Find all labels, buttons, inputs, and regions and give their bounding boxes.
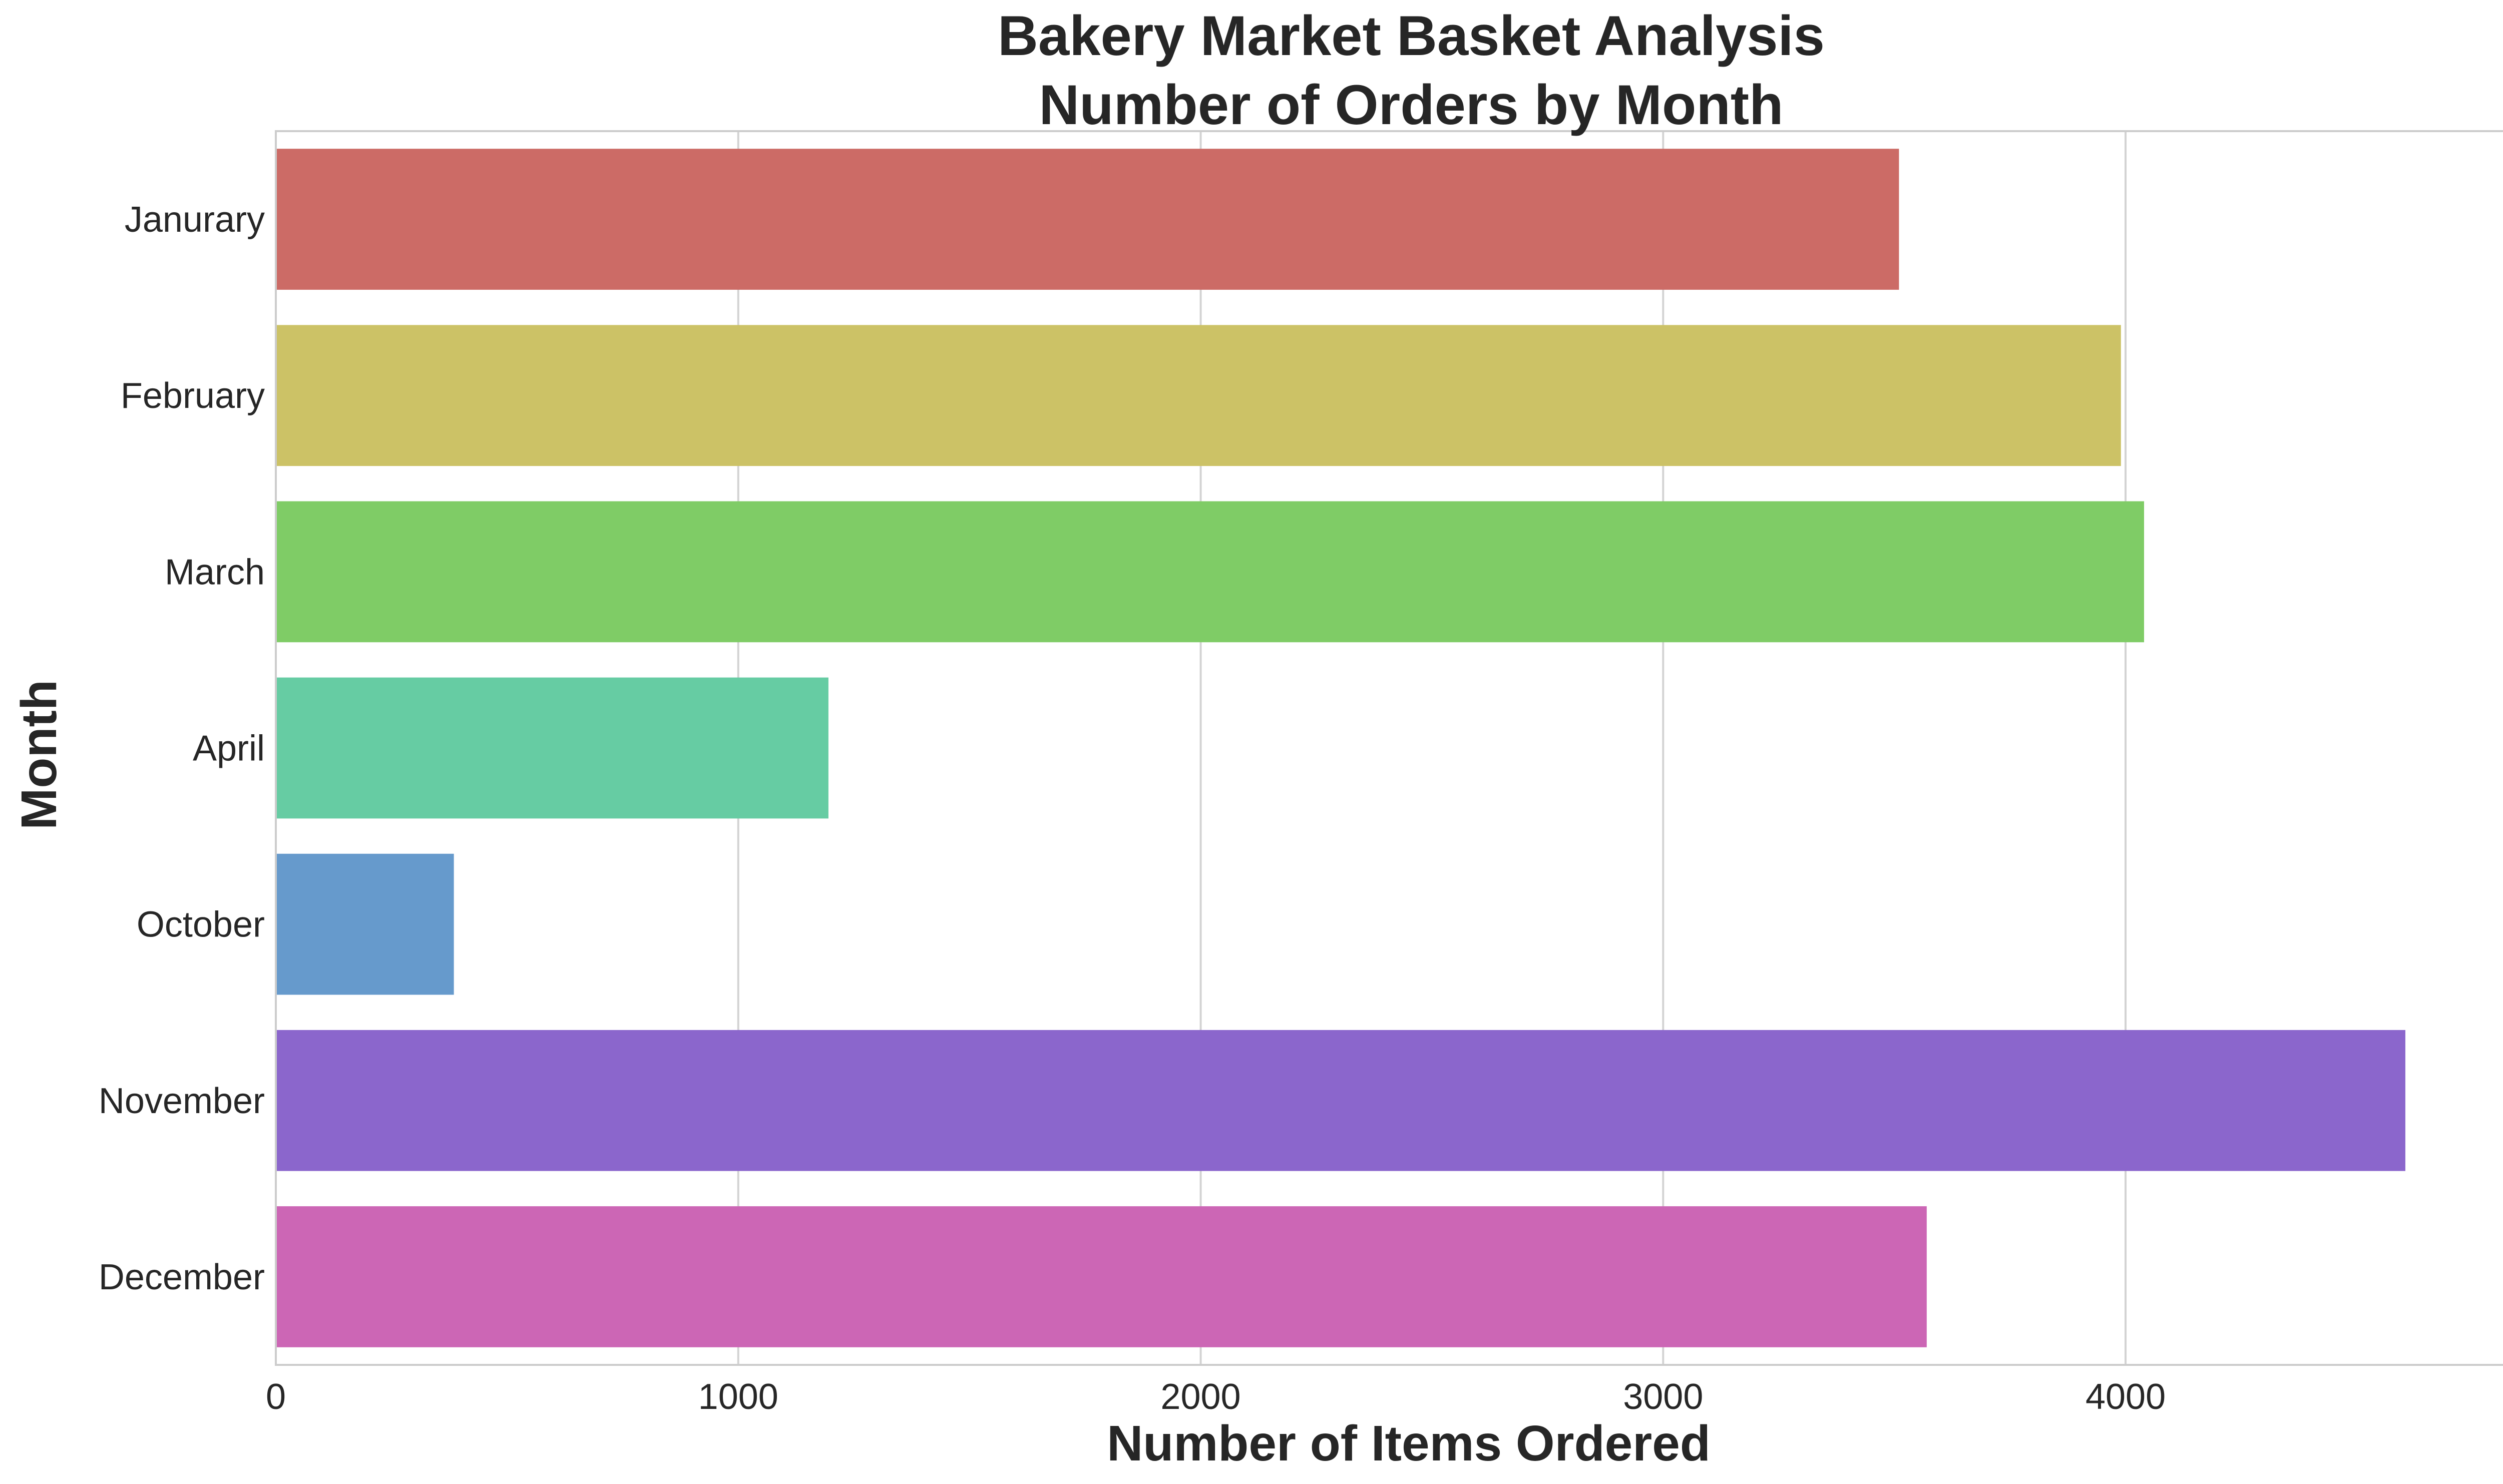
chart-title: Bakery Market Basket Analysis: [998, 5, 1825, 67]
bar-march: [276, 501, 2144, 643]
x-tick-label: 2000: [1160, 1377, 1240, 1417]
y-tick-label: February: [121, 376, 265, 416]
bar-december: [276, 1206, 1927, 1347]
bar-february: [276, 325, 2121, 466]
y-tick-label: Janurary: [125, 200, 265, 240]
bar-april: [276, 677, 828, 819]
bars: [276, 149, 2405, 1347]
x-tick-label: 3000: [1623, 1377, 1703, 1417]
x-axis-label: Number of Items Ordered: [1107, 1415, 1711, 1471]
y-tick-label: December: [99, 1257, 265, 1297]
bar-october: [276, 853, 454, 995]
y-tick-label: November: [99, 1081, 265, 1121]
chart-subtitle: Number of Orders by Month: [1039, 74, 1783, 136]
x-tick-label: 4000: [2085, 1377, 2166, 1417]
bar-janurary: [276, 149, 1899, 290]
y-tick-label: March: [165, 552, 265, 592]
bar-november: [276, 1030, 2405, 1171]
y-tick-label: April: [193, 729, 265, 769]
y-tick-labels: Janurary February March April October Novembe…: [99, 200, 265, 1297]
plot-frame: [275, 130, 2503, 1366]
y-axis-label: Month: [11, 680, 67, 830]
x-tick-label: 0: [266, 1377, 286, 1417]
x-tick-label: 1000: [698, 1377, 778, 1417]
y-tick-label: October: [137, 905, 265, 945]
x-tick-labels: 0 1000 2000 3000 4000: [266, 1377, 2166, 1417]
